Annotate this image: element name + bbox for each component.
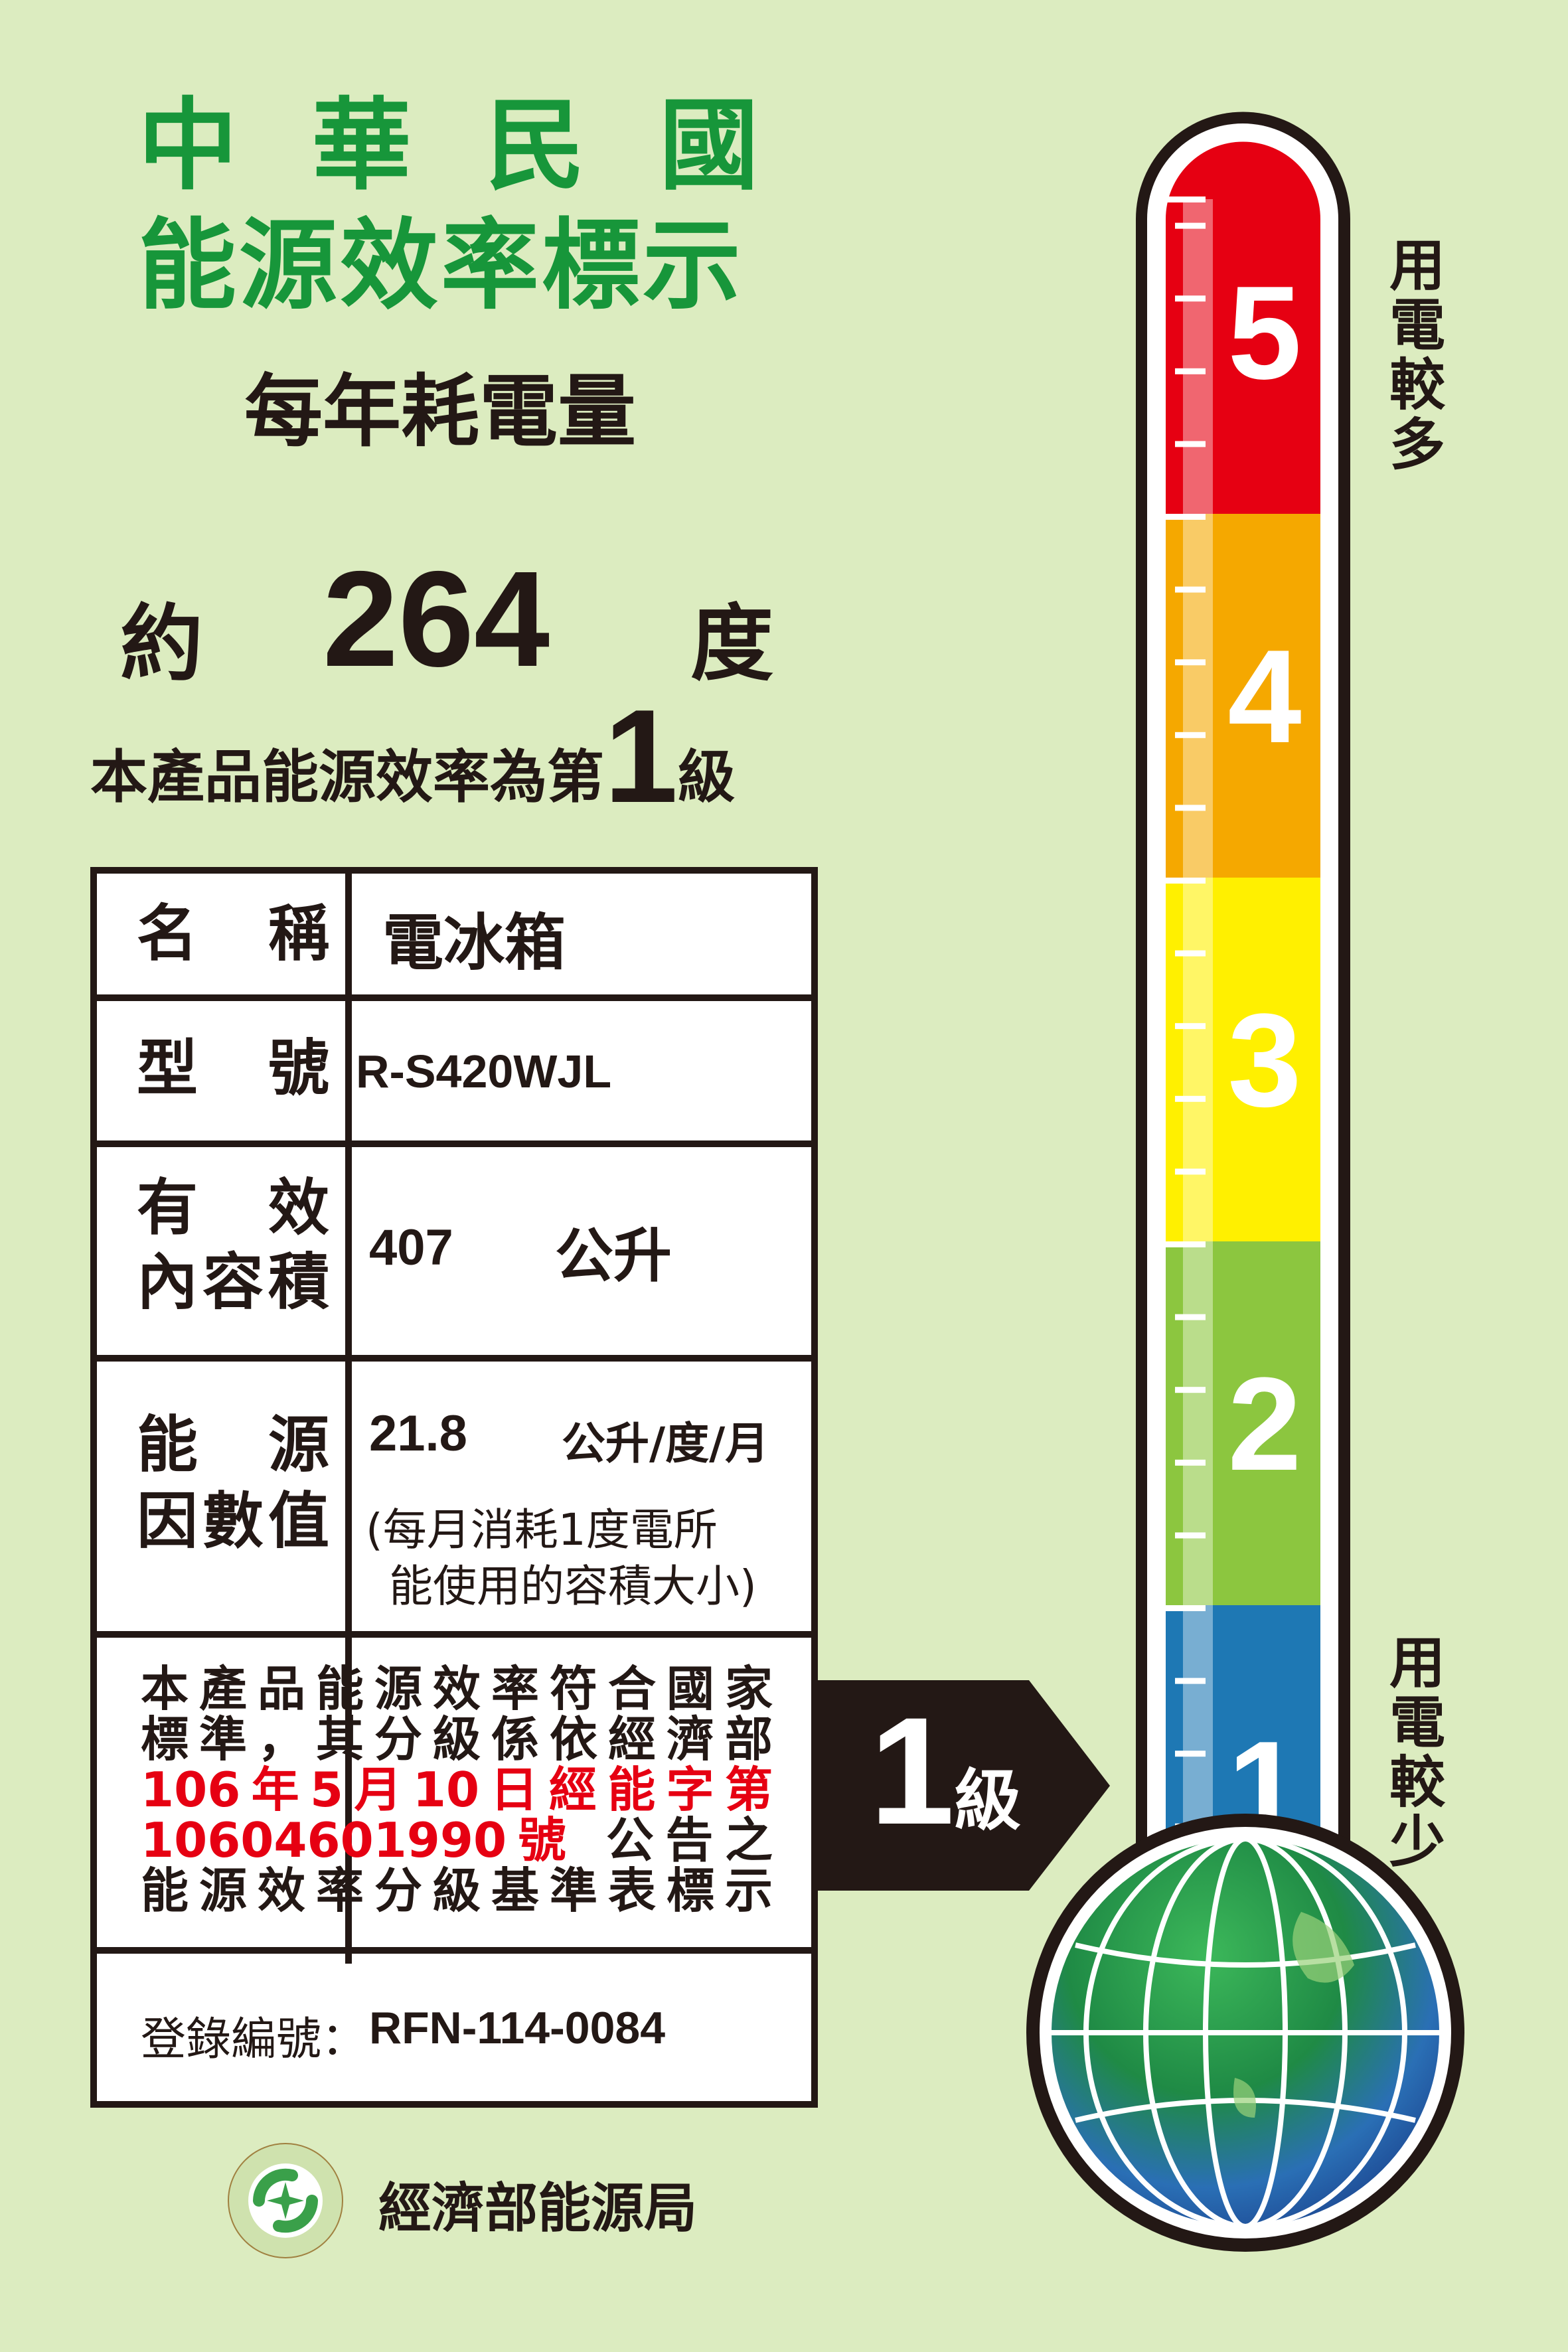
level-3-segment xyxy=(1166,878,1320,1241)
label-volume-2: 內容積 xyxy=(137,1247,329,1318)
value-volume: 407 xyxy=(369,1219,453,1276)
level-5-label: 5 xyxy=(1227,259,1301,407)
scale-tick xyxy=(1175,1168,1206,1175)
label-name: 名稱 xyxy=(137,898,329,969)
scale-tick xyxy=(1175,368,1206,374)
scale-tick xyxy=(1175,441,1206,447)
level-2-label: 2 xyxy=(1227,1350,1301,1498)
row-divider xyxy=(97,994,811,1001)
unit-volume: 公升 xyxy=(555,1221,672,1290)
level-2-segment xyxy=(1166,1241,1320,1605)
bureau-name: 經濟部能源局 xyxy=(378,2177,697,2239)
highlight-stripe xyxy=(1183,878,1213,1241)
scale-tick xyxy=(1175,950,1206,957)
level-4-label: 4 xyxy=(1227,623,1301,771)
highlight-stripe xyxy=(1183,1241,1213,1605)
factor-note-2: 能使用的容積大小) xyxy=(389,1561,757,1612)
pointer-unit: 級 xyxy=(954,1762,1021,1840)
scale-tick xyxy=(1175,1314,1206,1320)
scale-tick xyxy=(1175,732,1206,738)
scale-tick xyxy=(1175,222,1206,229)
scale-tick xyxy=(1175,295,1206,302)
level-5-segment xyxy=(1166,141,1320,514)
factor-note-1: (每月消耗1度電所 xyxy=(366,1504,718,1555)
value-model: R-S420WJL xyxy=(356,1046,612,1097)
consumption-prefix: 約 xyxy=(120,596,203,692)
scale-tick xyxy=(1175,1095,1206,1102)
grade-value: 1 xyxy=(604,682,678,830)
statement-line-announcement: 106年5月10日經能字第 xyxy=(141,1762,773,1818)
value-name: 電冰箱 xyxy=(382,907,566,979)
label-volume-1: 有效 xyxy=(137,1172,329,1243)
compliance-statement: 本產品能源效率符合國家 標準，其分級係依經濟部 106年5月10日經能字第 10… xyxy=(141,1664,773,1916)
row-divider xyxy=(97,1140,811,1147)
unit-factor: 公升/度/月 xyxy=(562,1418,769,1469)
scale-tick xyxy=(1175,1023,1206,1030)
bureau-of-energy-logo xyxy=(228,2143,343,2258)
info-table: 名稱 電冰箱 型號 R-S420WJL 有效 內容積 407 公升 能源 因數值… xyxy=(90,867,818,2108)
grade-suffix: 級 xyxy=(678,744,736,811)
caption-text: 用電較多 xyxy=(1389,233,1445,477)
pointer-grade: 1 xyxy=(870,1686,955,1856)
level-4-segment xyxy=(1166,514,1320,878)
scale-tick xyxy=(1166,514,1206,520)
continents xyxy=(1233,1912,1354,2118)
label-factor-2: 因數值 xyxy=(137,1486,329,1557)
grade-prefix: 本產品能源效率為第 xyxy=(90,744,604,811)
scale-tick xyxy=(1175,659,1206,666)
caption-text: 用電較少 xyxy=(1389,1630,1445,1875)
more-electricity-caption: 用電較多 xyxy=(1387,236,1447,475)
scale-tick xyxy=(1175,1678,1206,1684)
country-title: 中華民國 xyxy=(138,88,759,204)
statement-line: 標準，其分級係依經濟部 xyxy=(141,1711,773,1767)
grade-pointer: 1級 xyxy=(870,1683,1021,1859)
registration-label: 登錄編號： xyxy=(141,2013,367,2066)
scale-tick xyxy=(1175,586,1206,593)
scale-tick xyxy=(1175,1751,1206,1757)
consumption-unit: 度 xyxy=(690,596,773,692)
column-divider xyxy=(345,874,352,1964)
scale-tick xyxy=(1175,1459,1206,1466)
statement-line: 能源效率分級基準表標示 xyxy=(141,1863,773,1919)
grade-pointer-arrow xyxy=(818,1680,1110,1891)
subtitle: 每年耗電量 xyxy=(244,366,637,457)
scale-tick xyxy=(1166,1605,1206,1611)
grade-statement: 本產品能源效率為第1級 xyxy=(90,690,736,837)
announcement-number: 10604601990號 xyxy=(141,1812,578,1868)
label-factor-1: 能源 xyxy=(137,1409,329,1480)
globe-grid xyxy=(1052,1836,1439,2229)
label-model: 型號 xyxy=(137,1033,329,1104)
row-divider xyxy=(97,1355,811,1362)
statement-line: 本產品能源效率符合國家 xyxy=(141,1661,773,1717)
label-title: 能源效率標示 xyxy=(138,208,744,323)
scale-tick xyxy=(1175,805,1206,811)
registration-number: RFN-114-0084 xyxy=(369,2003,666,2053)
highlight-stripe xyxy=(1183,514,1213,878)
consumption-value: 264 xyxy=(323,543,550,695)
row-divider xyxy=(97,1631,811,1638)
scale-tick xyxy=(1175,1387,1206,1393)
level-3-label: 3 xyxy=(1227,986,1301,1135)
less-electricity-caption: 用電較少 xyxy=(1387,1633,1447,1872)
row-divider xyxy=(97,1947,811,1954)
highlight-stripe xyxy=(1183,199,1213,514)
statement-text: 公告之 xyxy=(605,1812,773,1868)
scale-tick xyxy=(1166,878,1206,884)
scale-tick xyxy=(1166,1241,1206,1247)
scale-tick xyxy=(1166,196,1206,202)
scale-tick xyxy=(1175,1532,1206,1539)
statement-line: 10604601990號 公告之 xyxy=(141,1815,773,1865)
value-factor: 21.8 xyxy=(369,1405,467,1462)
